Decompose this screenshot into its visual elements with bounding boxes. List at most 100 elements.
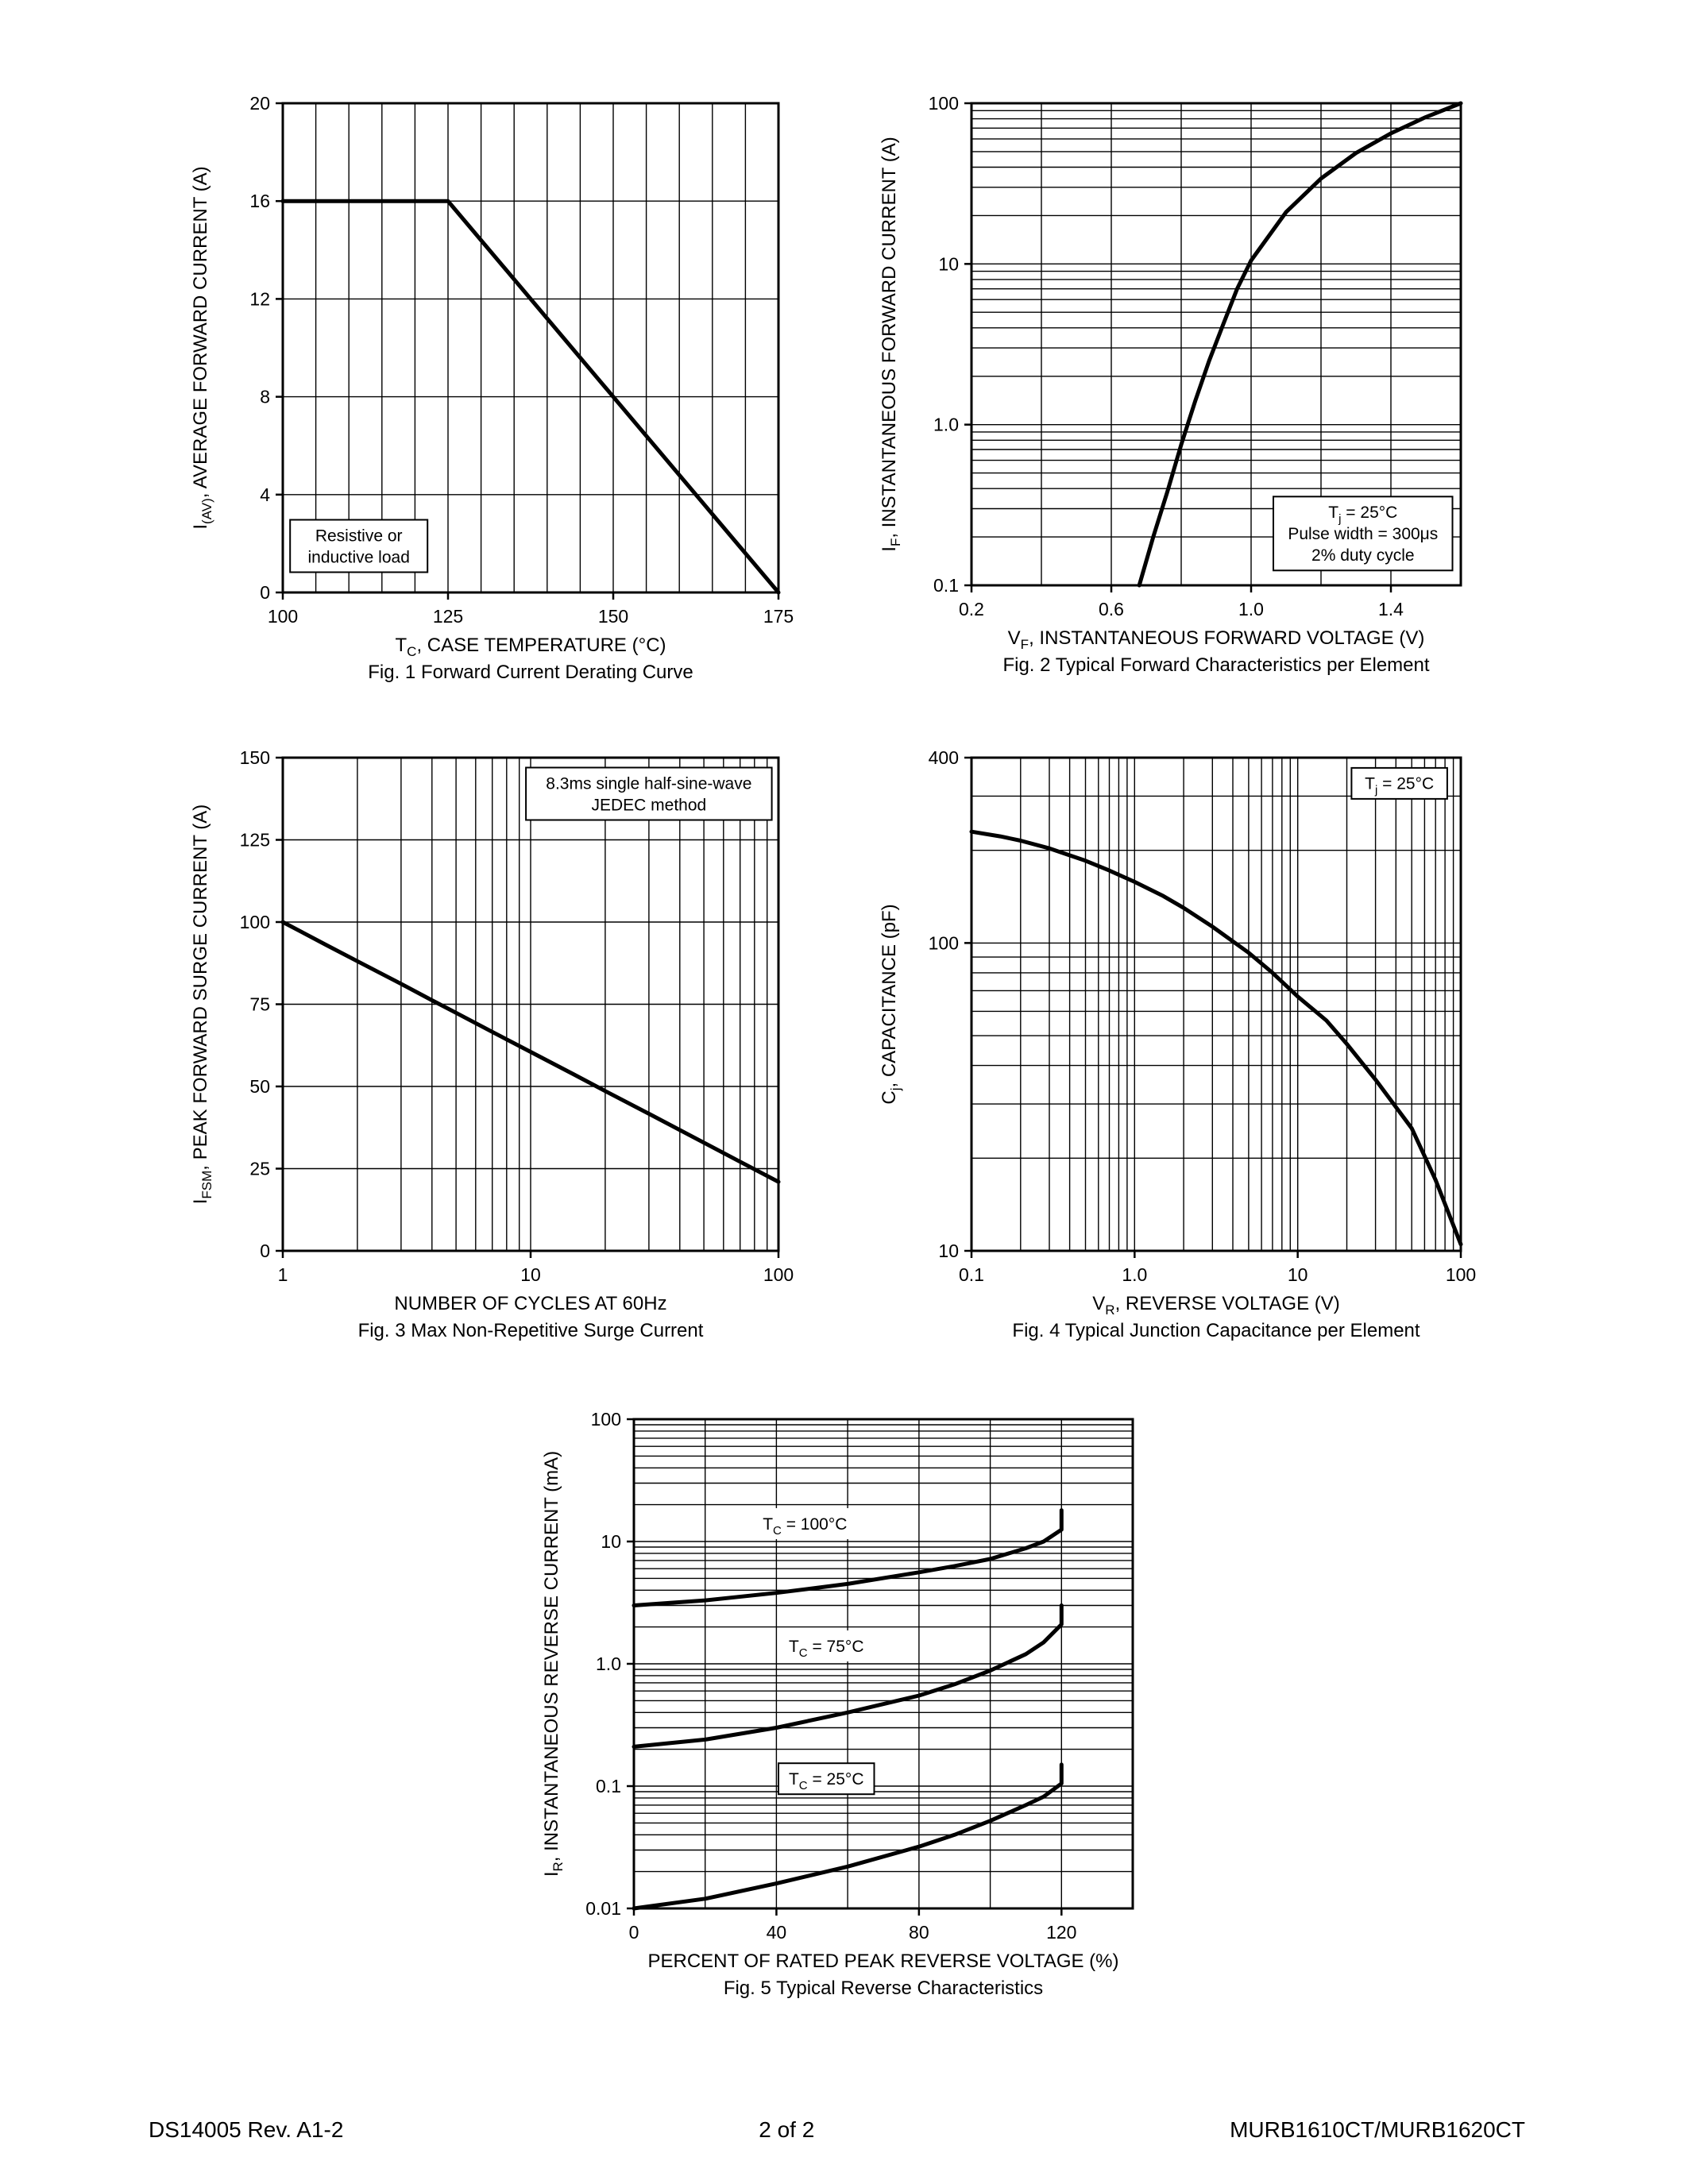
y-tick-label: 8 [260, 387, 270, 407]
fig3-grid [283, 758, 778, 1251]
footer-part-numbers: MURB1610CT/MURB1620CT [1230, 2117, 1525, 2142]
y-tick-label: 100 [591, 1409, 621, 1430]
y-tick-label: 0.1 [933, 575, 959, 596]
fig5-series-tc-25C [632, 1762, 1064, 1911]
fig2-x-axis-label: VF, INSTANTANEOUS FORWARD VOLTAGE (V) [1008, 627, 1425, 652]
y-tick-label: 75 [249, 994, 270, 1015]
fig1-y-axis-label: I(AV), AVERAGE FORWARD CURRENT (A) [190, 166, 214, 529]
x-tick-label: 0.6 [1099, 599, 1124, 619]
y-tick-label: 0.1 [596, 1776, 621, 1796]
footer-doc-number: DS14005 Rev. A1-2 [149, 2117, 344, 2142]
x-tick-label: 1.4 [1378, 599, 1404, 619]
y-tick-label: 50 [249, 1076, 270, 1097]
x-tick-label: 120 [1046, 1922, 1076, 1943]
fig5-annotation-text: TC = 75°C [789, 1638, 864, 1660]
fig3-caption: Fig. 3 Max Non-Repetitive Surge Current [358, 1320, 704, 1341]
fig5-grid [634, 1419, 1133, 1908]
y-tick-label: 0 [260, 582, 270, 603]
y-tick-label: 100 [929, 93, 959, 114]
fig4-grid [971, 758, 1461, 1251]
fig5-annotation-text: TC = 100°C [763, 1515, 847, 1538]
x-tick-label: 0.1 [959, 1264, 984, 1285]
x-tick-label: 1.0 [1238, 599, 1264, 619]
x-tick-label: 150 [598, 606, 628, 627]
footer-page-number: 2 of 2 [759, 2117, 815, 2142]
fig2-figure: 0.2 0.6 1.0 1.4 0.1 1.0 10 100 VF, INSTANTANEOUS… [879, 93, 1463, 676]
y-tick-label: 1.0 [596, 1653, 621, 1674]
fig4-y-axis-label: Cj, CAPACITANCE (pF) [879, 904, 903, 1104]
y-tick-label: 0.01 [585, 1898, 621, 1919]
fig4-figure: 0.1 1.0 10 100 10 100 400 VR, REVERSE VOLTAGE (… [879, 747, 1476, 1341]
fig2-grid [971, 103, 1461, 585]
fig2-annotation-box [1273, 496, 1454, 572]
y-tick-label: 20 [249, 93, 270, 114]
fig1-annotation-text: inductive load [307, 548, 409, 566]
fig1-figure: 100 125 150 175 0 4 8 12 16 20 TC, CASE TEMPERATUR… [190, 93, 794, 683]
fig4-caption: Fig. 4 Typical Junction Capacitance per … [1012, 1320, 1420, 1341]
y-tick-label: 10 [938, 253, 959, 274]
fig5-annotation-box [752, 1508, 857, 1539]
x-tick-label: 125 [433, 606, 463, 627]
fig4-series-junction-capacitance [969, 829, 1463, 1247]
x-tick-label: 10 [1288, 1264, 1308, 1285]
x-tick-label: 175 [763, 606, 794, 627]
fig2-y-axis-label: IF, INSTANTANEOUS FORWARD CURRENT (A) [879, 137, 903, 551]
fig4-annotation-box [1350, 766, 1448, 800]
fig5-series-tc-100C [632, 1508, 1064, 1607]
fig5-annotation-text: TC = 25°C [789, 1770, 864, 1792]
fig3-figure: 1 10 100 0 25 50 75 100 125 150 NUMBER OF CYCLES A… [190, 747, 794, 1341]
fig5-x-axis-label: PERCENT OF RATED PEAK REVERSE VOLTAGE (%… [647, 1951, 1118, 1972]
x-tick-label: 10 [520, 1264, 541, 1285]
y-tick-label: 150 [240, 747, 270, 768]
x-tick-label: 80 [909, 1922, 929, 1943]
fig3-annotation-box [525, 766, 773, 821]
y-tick-label: 125 [240, 830, 270, 851]
fig3-series-surge-current [280, 920, 781, 1184]
x-tick-label: 0 [629, 1922, 639, 1943]
x-tick-label: 100 [1446, 1264, 1476, 1285]
y-tick-label: 10 [938, 1241, 959, 1261]
x-tick-label: 100 [763, 1264, 794, 1285]
fig2-annotation-text: Pulse width = 300μs [1288, 525, 1438, 543]
fig1-caption: Fig. 1 Forward Current Derating Curve [368, 662, 693, 683]
fig3-y-axis-label: IFSM, PEAK FORWARD SURGE CURRENT (A) [190, 805, 214, 1205]
fig2-annotation-text: Tj = 25°C [1328, 504, 1397, 526]
y-tick-label: 0 [260, 1241, 270, 1261]
y-tick-label: 4 [260, 484, 270, 505]
y-tick-label: 12 [249, 288, 270, 309]
y-tick-label: 100 [929, 932, 959, 953]
fig2-caption: Fig. 2 Typical Forward Characteristics p… [1002, 654, 1429, 676]
fig5-y-axis-label: IR, INSTANTANEOUS REVERSE CURRENT (mA) [541, 1451, 566, 1877]
fig5-annotation-box [778, 1762, 875, 1796]
fig3-annotation-text: JEDEC method [591, 796, 706, 814]
page-footer: DS14005 Rev. A1-2 2 of 2 MURB1610CT/MURB… [149, 2117, 1525, 2143]
fig5-annotation-box [778, 1630, 875, 1661]
y-tick-label: 16 [249, 191, 270, 211]
y-tick-label: 25 [249, 1159, 270, 1179]
fig1-annotation-box [289, 519, 429, 573]
x-tick-label: 1 [278, 1264, 288, 1285]
fig1-annotation-text: Resistive or [315, 527, 403, 545]
fig3-x-axis-label: NUMBER OF CYCLES AT 60Hz [394, 1293, 666, 1314]
fig5-figure: 0 40 80 120 0.01 0.1 1.0 10 100 PERCENT OF RATED … [541, 1409, 1134, 1999]
x-tick-label: 100 [268, 606, 298, 627]
fig1-x-axis-label: TC, CASE TEMPERATURE (°C) [395, 635, 666, 659]
fig3-annotation-text: 8.3ms single half-sine-wave [546, 774, 751, 793]
x-tick-label: 40 [767, 1922, 787, 1943]
fig2-series-forward-characteristic [1137, 101, 1463, 588]
fig1-series-derating-curve [280, 199, 781, 595]
fig2-annotation-text: 2% duty cycle [1311, 546, 1415, 565]
fig1-plot-border [281, 102, 780, 594]
fig4-plot-border [970, 756, 1462, 1252]
y-tick-label: 10 [601, 1531, 621, 1552]
x-tick-label: 1.0 [1122, 1264, 1147, 1285]
y-tick-label: 400 [929, 747, 959, 768]
fig5-caption: Fig. 5 Typical Reverse Characteristics [724, 1978, 1043, 1999]
fig4-annotation-text: Tj = 25°C [1365, 775, 1434, 797]
fig2-plot-border [970, 102, 1462, 587]
fig5-series-tc-75C [632, 1603, 1064, 1749]
y-tick-label: 100 [240, 912, 270, 932]
x-tick-label: 0.2 [959, 599, 984, 619]
